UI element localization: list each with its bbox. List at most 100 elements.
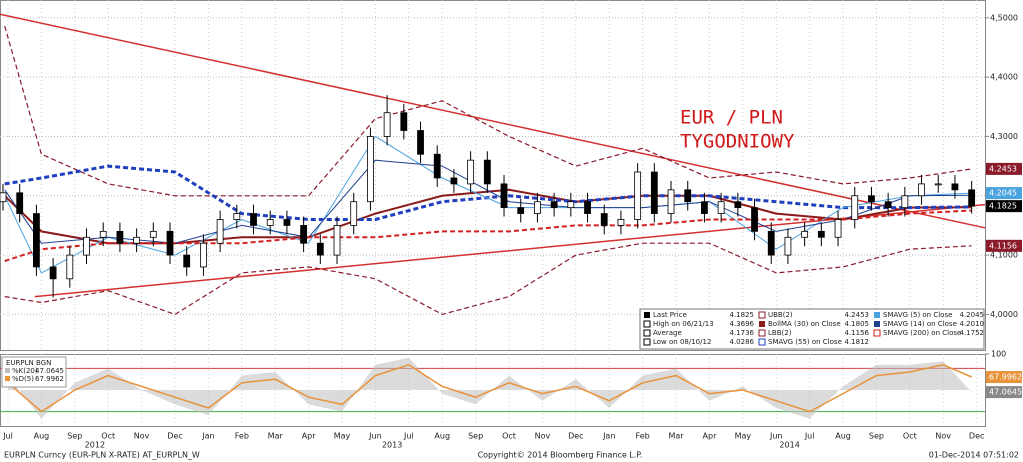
x-tick-label: Aug <box>835 432 851 441</box>
legend-name: SMAVG (14) on Close <box>883 320 957 328</box>
x-tick-label: Jan <box>602 432 615 441</box>
x-tick-label: Feb <box>235 432 249 441</box>
candle-body <box>233 213 241 220</box>
overlay-line <box>4 25 972 197</box>
candle-body <box>868 195 875 203</box>
candle-body <box>851 195 859 220</box>
osc-legend-value: 47.0645 <box>35 367 64 375</box>
legend-value: 4.1825 <box>730 311 755 319</box>
candle-body <box>400 112 408 131</box>
candle-body <box>266 219 274 226</box>
legend-swatch <box>758 338 766 346</box>
candle-body <box>751 207 758 232</box>
candle-body <box>433 153 441 179</box>
x-tick-label: Jan <box>201 432 214 441</box>
year-label: 2012 <box>85 441 105 450</box>
legend-value: 4.2010 <box>960 320 985 328</box>
legend-value: 4.1805 <box>845 320 870 328</box>
legend-name: BollMA (30) on Close <box>768 320 841 328</box>
candle-body <box>634 171 642 220</box>
candle-body <box>283 219 291 226</box>
legend-name: UBB(2) <box>768 311 793 319</box>
candle-body <box>717 201 725 214</box>
legend-swatch <box>643 338 651 346</box>
footer-center: Copyright© 2014 Bloomberg Finance L.P. <box>478 451 643 460</box>
osc-line <box>7 363 972 413</box>
y-tick-label: 4,1000 <box>990 251 1018 260</box>
candle-body <box>567 201 575 209</box>
candle-body <box>801 230 809 238</box>
candle-body <box>734 201 742 209</box>
x-tick-label: Oct <box>101 432 115 441</box>
candle-body <box>884 201 892 209</box>
x-tick-label: Apr <box>703 432 718 441</box>
x-tick-label: Nov <box>535 432 551 441</box>
y-tick-label: 4,4000 <box>990 73 1018 82</box>
legend-swatch <box>873 329 881 337</box>
legend-name: Low on 08/10/12 <box>653 338 711 346</box>
candle-body <box>767 230 775 256</box>
osc-legend-swatch <box>5 376 10 381</box>
candle-body <box>66 254 74 280</box>
legend-name: SMAVG (200) on Close <box>883 329 961 337</box>
osc-title: EURPLN BGN <box>6 359 51 367</box>
legend-box <box>639 308 985 350</box>
legend-value: 4.2453 <box>845 311 870 319</box>
candle-body <box>701 201 708 214</box>
legend-swatch <box>874 321 880 327</box>
candle-body <box>450 177 458 185</box>
candle-body <box>684 189 692 203</box>
legend-swatch <box>643 320 651 328</box>
overlay-line <box>4 242 972 316</box>
overlay-line <box>4 135 972 274</box>
candle-body <box>650 171 658 214</box>
x-tick-label: Mar <box>668 432 684 441</box>
legend-value: 4.2045 <box>960 311 985 319</box>
price-tag <box>986 371 1022 384</box>
candle-body <box>901 195 909 209</box>
candle-body <box>149 230 157 238</box>
overlay-line <box>4 159 972 244</box>
legend-value: 4.1736 <box>730 329 755 337</box>
x-tick-label: Jul <box>403 432 414 441</box>
candle-body <box>166 230 174 256</box>
x-tick-label: Sep <box>468 432 483 441</box>
x-tick-label: Nov <box>935 432 951 441</box>
osc-legend-box <box>1 356 67 388</box>
candle-body <box>116 230 124 244</box>
price-tag <box>986 386 1022 399</box>
main-frame <box>0 0 986 351</box>
candle-body <box>500 183 508 209</box>
osc-tick-label: 100 <box>991 350 1006 359</box>
x-tick-label: Jun <box>368 432 382 441</box>
trend-line <box>0 13 986 229</box>
legend-name: LBB(2) <box>768 329 792 337</box>
osc-legend-name: %K(20) <box>12 367 38 375</box>
price-tag <box>986 239 1022 252</box>
price-tag-label: 67.9962 <box>989 373 1022 382</box>
y-tick-label: 4,3000 <box>990 132 1018 141</box>
price-tag <box>986 162 1022 175</box>
legend-name: High on 06/21/13 <box>653 320 714 328</box>
x-tick-label: Mar <box>268 432 284 441</box>
candle-body <box>600 213 608 226</box>
y-tick-label: 4,0000 <box>990 310 1018 319</box>
legend-value: 4.1752 <box>960 329 985 337</box>
candle-body <box>250 213 257 226</box>
candle-body <box>183 254 191 268</box>
legend-value: 4.1156 <box>845 329 870 337</box>
legend-swatch <box>758 329 766 337</box>
candle-body <box>200 242 207 268</box>
candle-body <box>16 192 24 214</box>
x-tick-label: Dec <box>167 432 182 441</box>
candle-body <box>216 219 224 244</box>
x-tick-label: Dec <box>969 432 984 441</box>
candle-body <box>550 201 558 209</box>
osc-legend-swatch <box>5 368 10 373</box>
legend-swatch <box>874 312 880 318</box>
price-tag-label: 47.0645 <box>989 388 1022 397</box>
candle-body <box>534 201 541 214</box>
x-tick-label: Sep <box>869 432 884 441</box>
legend-name: Average <box>653 329 682 337</box>
x-tick-label: Nov <box>134 432 150 441</box>
